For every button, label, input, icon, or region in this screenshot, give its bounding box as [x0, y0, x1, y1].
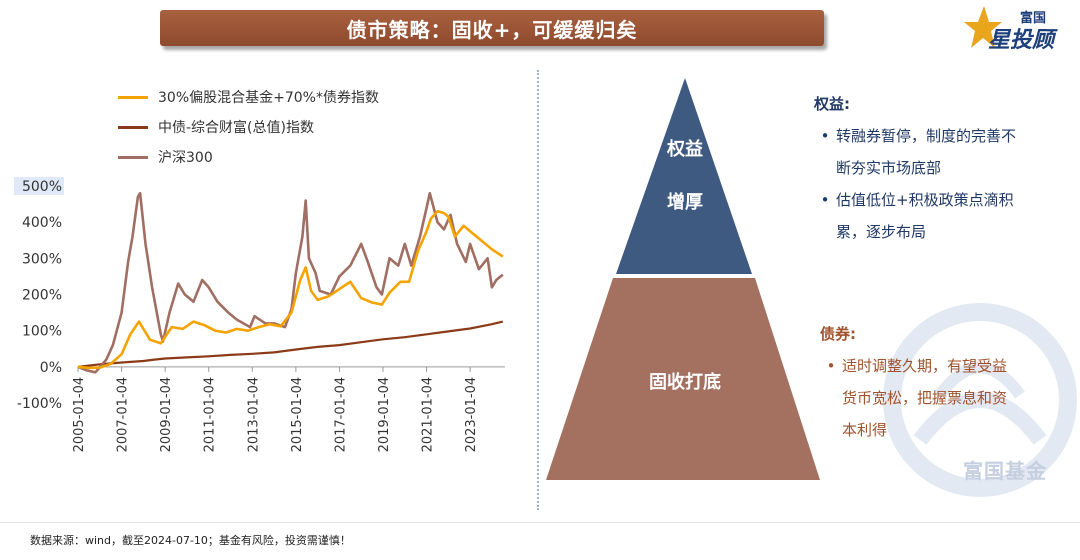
y-tick-label: 0%	[40, 360, 62, 376]
x-tick-label: 2021-01-04	[421, 377, 436, 453]
equity-bullet-text: 估值低位+积极政策点滴积	[836, 191, 1014, 209]
y-axis: -100% 0% 100% 200% 300% 400% 500%	[14, 177, 64, 412]
bond-bullet-text: 适时调整久期，有望受益	[842, 357, 1008, 375]
x-tick-label: 2015-01-04	[290, 377, 305, 453]
equity-bullet-cont: 累，逐步布局	[814, 216, 1016, 248]
equity-bullet-cont: 断夯实市场底部	[814, 152, 1016, 184]
bullet-dot: •	[820, 127, 830, 145]
page-title: 债市策略：固收+，可缓缓归矣	[160, 10, 824, 46]
star-icon	[964, 6, 1002, 48]
logo-top-text: 富国	[1020, 11, 1047, 26]
bond-bullet: • 适时调整久期，有望受益	[820, 350, 1007, 382]
y-tick-label: 500%	[22, 179, 62, 195]
equity-bullet: • 转融券暂停，制度的完善不	[814, 120, 1016, 152]
series-line-csi300	[77, 191, 504, 374]
bond-bullet-cont: 货币宽松，把握票息和资	[820, 382, 1007, 414]
equity-title: 权益:	[814, 95, 850, 113]
series-lines	[77, 191, 504, 374]
x-tick-label: 2011-01-04	[203, 377, 218, 453]
x-tick-label: 2023-01-04	[464, 377, 479, 453]
equity-bullet-text: 转融券暂停，制度的完善不	[836, 127, 1017, 145]
strategy-pyramid: 权益 增厚 固收打底	[540, 70, 830, 490]
watermark-text: 富国基金	[963, 459, 1047, 483]
performance-chart: 30%偏股混合基金+70%*债券指数 中债-综合财富(总值)指数 沪深300 -…	[0, 60, 520, 490]
x-tick-label: 2019-01-04	[377, 377, 392, 453]
x-axis: 2005-01-04 2007-01-04 2009-01-04 2011-01-04…	[72, 366, 505, 453]
footer-source: 数据来源：wind，截至2024-07-10；基金有风险，投资需谨慎！	[30, 534, 351, 547]
bullet-dot: •	[820, 191, 830, 209]
chart-legend: 30%偏股混合基金+70%*债券指数 中债-综合财富(总值)指数 沪深300	[118, 82, 379, 172]
y-tick-label: 200%	[22, 288, 62, 304]
equity-panel: 权益: • 转融券暂停，制度的完善不 断夯实市场底部 • 估值低位+积极政策点滴积 …	[814, 88, 1016, 248]
legend-label-blend: 30%偏股混合基金+70%*债券指数	[158, 90, 379, 106]
x-tick-label: 2013-01-04	[246, 377, 261, 453]
x-tick-label: 2009-01-04	[159, 377, 174, 453]
equity-bullet: • 估值低位+积极政策点滴积	[814, 184, 1016, 216]
x-tick-label: 2005-01-04	[72, 377, 87, 453]
bond-bullet-cont: 本利得	[820, 414, 1007, 446]
bond-title: 债券:	[820, 325, 856, 343]
bullet-dot: •	[826, 357, 836, 375]
brand-logo: 富国 星投顾	[962, 4, 1072, 54]
bond-panel: 债券: • 适时调整久期，有望受益 货币宽松，把握票息和资 本利得	[820, 318, 1007, 446]
equity-bullet-text: 断夯实市场底部	[836, 159, 942, 177]
series-line-bond-index	[77, 320, 504, 368]
series-line-blend	[77, 210, 504, 370]
pyramid-shape	[546, 78, 820, 480]
equity-bullet-text: 累，逐步布局	[836, 223, 927, 241]
legend-item-blend: 30%偏股混合基金+70%*债券指数	[118, 82, 379, 112]
legend-item-bond-index: 中债-综合财富(总值)指数	[118, 112, 379, 142]
bond-bullet-text: 货币宽松，把握票息和资	[842, 389, 1008, 407]
pyramid-label-enhance: 增厚	[667, 192, 703, 213]
legend-label-bond-index: 中债-综合财富(总值)指数	[158, 120, 314, 136]
legend-item-csi300: 沪深300	[118, 142, 379, 172]
pyramid-bottom-section	[546, 278, 820, 480]
pyramid-label-equity: 权益	[667, 139, 703, 160]
y-tick-highlight	[14, 177, 64, 195]
x-tick-label: 2017-01-04	[333, 377, 348, 453]
legend-swatch-blend	[118, 95, 148, 99]
x-tick-label: 2007-01-04	[116, 377, 131, 453]
legend-swatch-csi300	[118, 155, 148, 159]
footer-divider	[0, 522, 1080, 523]
pyramid-top-section	[616, 78, 752, 274]
legend-label-csi300: 沪深300	[158, 150, 213, 166]
watermark-logo	[883, 303, 1077, 497]
pyramid-label-fixed-income: 固收打底	[649, 372, 721, 393]
bond-bullet-text: 本利得	[842, 421, 888, 439]
logo-main-text: 星投顾	[988, 28, 1055, 53]
y-tick-label: 100%	[22, 324, 62, 340]
y-tick-label: -100%	[17, 396, 62, 412]
chart-plot: -100%0%100%200%300%400%500% 2005-01-04 20…	[14, 177, 505, 453]
legend-swatch-bond-index	[118, 125, 148, 129]
y-tick-label: 300%	[22, 251, 62, 267]
y-tick-label: 400%	[22, 215, 62, 231]
section-divider	[537, 70, 539, 510]
